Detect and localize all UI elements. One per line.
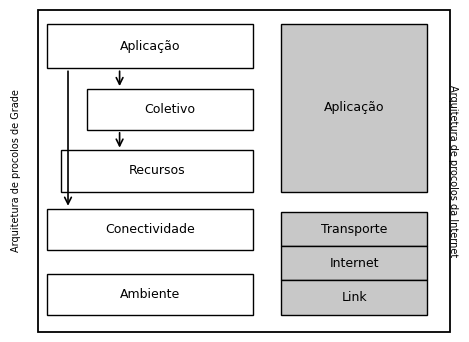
Text: Transporte: Transporte — [321, 223, 387, 236]
Text: Aplicação: Aplicação — [120, 40, 180, 53]
Bar — [281, 246, 427, 280]
Bar — [61, 150, 253, 192]
Bar — [87, 89, 253, 130]
Bar — [47, 209, 253, 250]
Bar — [281, 212, 427, 246]
Bar — [47, 24, 253, 68]
Bar — [281, 24, 427, 192]
Text: Ambiente: Ambiente — [120, 288, 180, 301]
Text: Conectividade: Conectividade — [105, 223, 195, 236]
Bar — [281, 280, 427, 315]
Text: Link: Link — [341, 291, 367, 304]
Bar — [38, 10, 450, 332]
Text: Recursos: Recursos — [129, 165, 185, 177]
Text: Aplicação: Aplicação — [324, 101, 384, 114]
Text: Arquitetura de procolos de Grade: Arquitetura de procolos de Grade — [11, 90, 22, 252]
Text: Arquitetura de procolos da Internet: Arquitetura de procolos da Internet — [447, 85, 458, 257]
Text: Coletivo: Coletivo — [144, 103, 196, 116]
Bar — [47, 274, 253, 315]
Text: Internet: Internet — [329, 257, 379, 270]
